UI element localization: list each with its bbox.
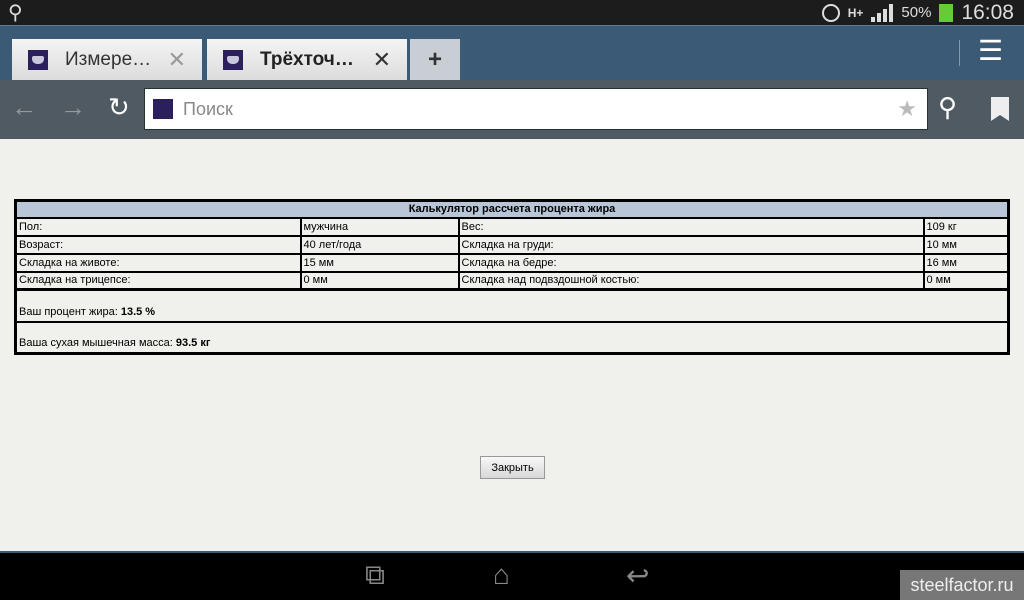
clock: 16:08: [961, 0, 1014, 24]
label: Вес:: [457, 216, 925, 237]
label: Складка над подвздошной костью:: [457, 270, 925, 291]
close-tab-icon[interactable]: ✕: [167, 46, 186, 72]
lean-mass-result: Ваша сухая мышечная масса: 93.5 кг: [14, 320, 1010, 355]
close-tab-icon[interactable]: ✕: [372, 46, 391, 72]
tab-bar: Измере… ✕ Трёхточ… ✕ + ☰: [0, 25, 1024, 80]
value: 15 мм: [299, 252, 460, 273]
search-icon[interactable]: ⚲: [938, 92, 958, 122]
page-content: Калькулятор рассчета процента жира Пол: м…: [0, 139, 1024, 551]
mass-label: Ваша сухая мышечная масса:: [19, 337, 176, 349]
network-type: H+: [847, 5, 864, 20]
forward-icon[interactable]: →: [60, 92, 86, 122]
tab-1[interactable]: Измере… ✕: [12, 39, 202, 80]
battery-percent: 50%: [901, 4, 932, 21]
search-icon[interactable]: ⚲: [8, 2, 23, 24]
recent-apps-icon[interactable]: ⧉: [365, 559, 385, 590]
favicon-icon: [28, 49, 48, 70]
fat-value: 13.5 %: [120, 305, 156, 318]
label: Складка на груди:: [457, 234, 925, 255]
reload-icon[interactable]: ↻: [108, 92, 130, 122]
table-row: Складка на животе: 15 мм Складка на бедре:…: [14, 252, 1010, 273]
address-bar[interactable]: Поиск ★: [144, 88, 928, 130]
fat-label: Ваш процент жира:: [19, 305, 121, 318]
watermark: steelfactor.ru: [900, 570, 1024, 600]
label: Складка на животе:: [14, 252, 302, 273]
table-row: Пол: мужчина Вес: 109 кг: [14, 216, 1010, 237]
alarm-icon: [821, 3, 840, 22]
signal-icon: [871, 3, 894, 22]
value: 16 мм: [922, 252, 1010, 273]
bookmark-star-icon[interactable]: ★: [897, 96, 917, 121]
fat-calculator-table: Калькулятор рассчета процента жира Пол: м…: [14, 199, 1010, 355]
table-row: Складка на трицепсе: 0 мм Складка над подв…: [14, 270, 1010, 291]
address-placeholder: Поиск: [183, 98, 233, 119]
status-indicators: H+ 50% 16:08: [821, 0, 1014, 25]
label: Складка на трицепсе:: [14, 270, 302, 291]
divider: [959, 40, 960, 66]
value: 40 лет/года: [299, 234, 460, 255]
table-row: Возраст: 40 лет/года Складка на груди: 10 м…: [14, 234, 1010, 255]
system-nav-bar: ⧉ ⌂ ↩ steelfactor.ru: [0, 551, 1024, 600]
label: Пол:: [14, 216, 302, 237]
tab-title: Трёхточ…: [260, 48, 354, 70]
home-icon[interactable]: ⌂: [493, 559, 510, 590]
tab-2[interactable]: Трёхточ… ✕: [207, 39, 407, 80]
calculator-title: Калькулятор рассчета процента жира: [14, 199, 1010, 219]
menu-icon[interactable]: ☰: [978, 35, 1004, 66]
back-icon[interactable]: ↩: [626, 560, 650, 591]
fat-percent-result: Ваш процент жира: 13.5 %: [14, 288, 1010, 323]
value: 0 мм: [922, 270, 1010, 291]
mass-value: 93.5 кг: [175, 337, 211, 349]
browser-toolbar: ← → ↻ Поиск ★ ⚲: [0, 80, 1024, 139]
favicon-icon: [223, 49, 243, 70]
status-bar: ⚲ H+ 50% 16:08: [0, 0, 1024, 25]
new-tab-button[interactable]: +: [410, 39, 460, 80]
label: Складка на бедре:: [457, 252, 925, 273]
tab-title: Измере…: [65, 48, 152, 70]
battery-icon: [939, 3, 954, 22]
favicon-icon: [153, 99, 173, 119]
value: мужчина: [299, 216, 460, 237]
value: 109 кг: [922, 216, 1010, 237]
bookmarks-icon[interactable]: [991, 97, 1009, 121]
close-button[interactable]: Закрыть: [480, 456, 545, 479]
value: 0 мм: [299, 270, 460, 291]
value: 10 мм: [922, 234, 1010, 255]
back-icon[interactable]: ←: [11, 92, 37, 122]
label: Возраст:: [14, 234, 302, 255]
